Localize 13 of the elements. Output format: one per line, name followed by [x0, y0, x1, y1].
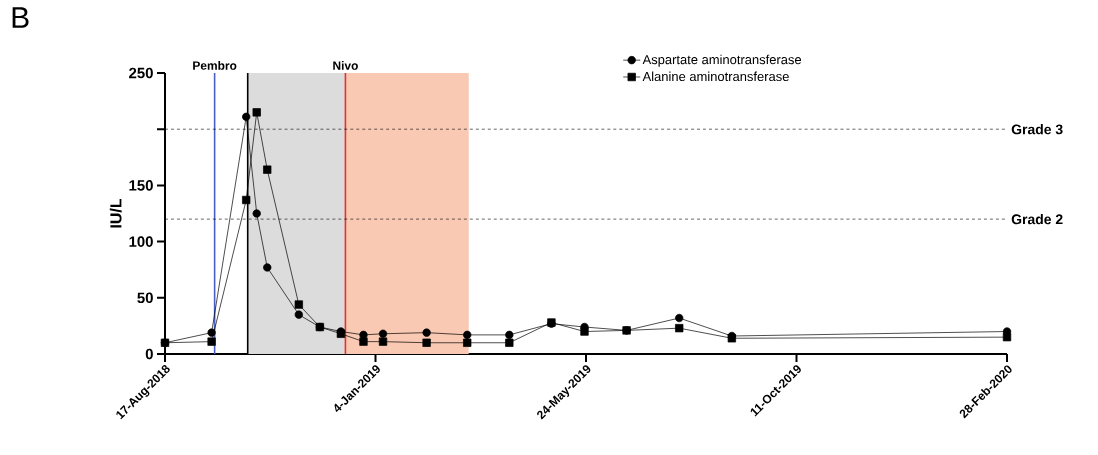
y-tick-label: 50	[137, 292, 153, 304]
y-tick-label: 0	[145, 348, 153, 360]
text: B	[12, 7, 29, 28]
ref-line-label: Grade 3	[1011, 124, 1063, 135]
y-tick-label: 100	[129, 236, 153, 247]
legend-label: Aspartate aminotransferase	[642, 54, 802, 67]
y-axis-title: IU/L	[109, 198, 122, 228]
ref-line-label: Pembro	[193, 61, 237, 70]
y-tick-label: 250	[129, 67, 153, 79]
y-tick-label: 150	[129, 180, 153, 191]
ref-line-label: Nivo	[333, 61, 358, 70]
ref-line-label: Grade 2	[1011, 213, 1063, 225]
legend-label: Alanine aminotransferase	[642, 71, 789, 82]
